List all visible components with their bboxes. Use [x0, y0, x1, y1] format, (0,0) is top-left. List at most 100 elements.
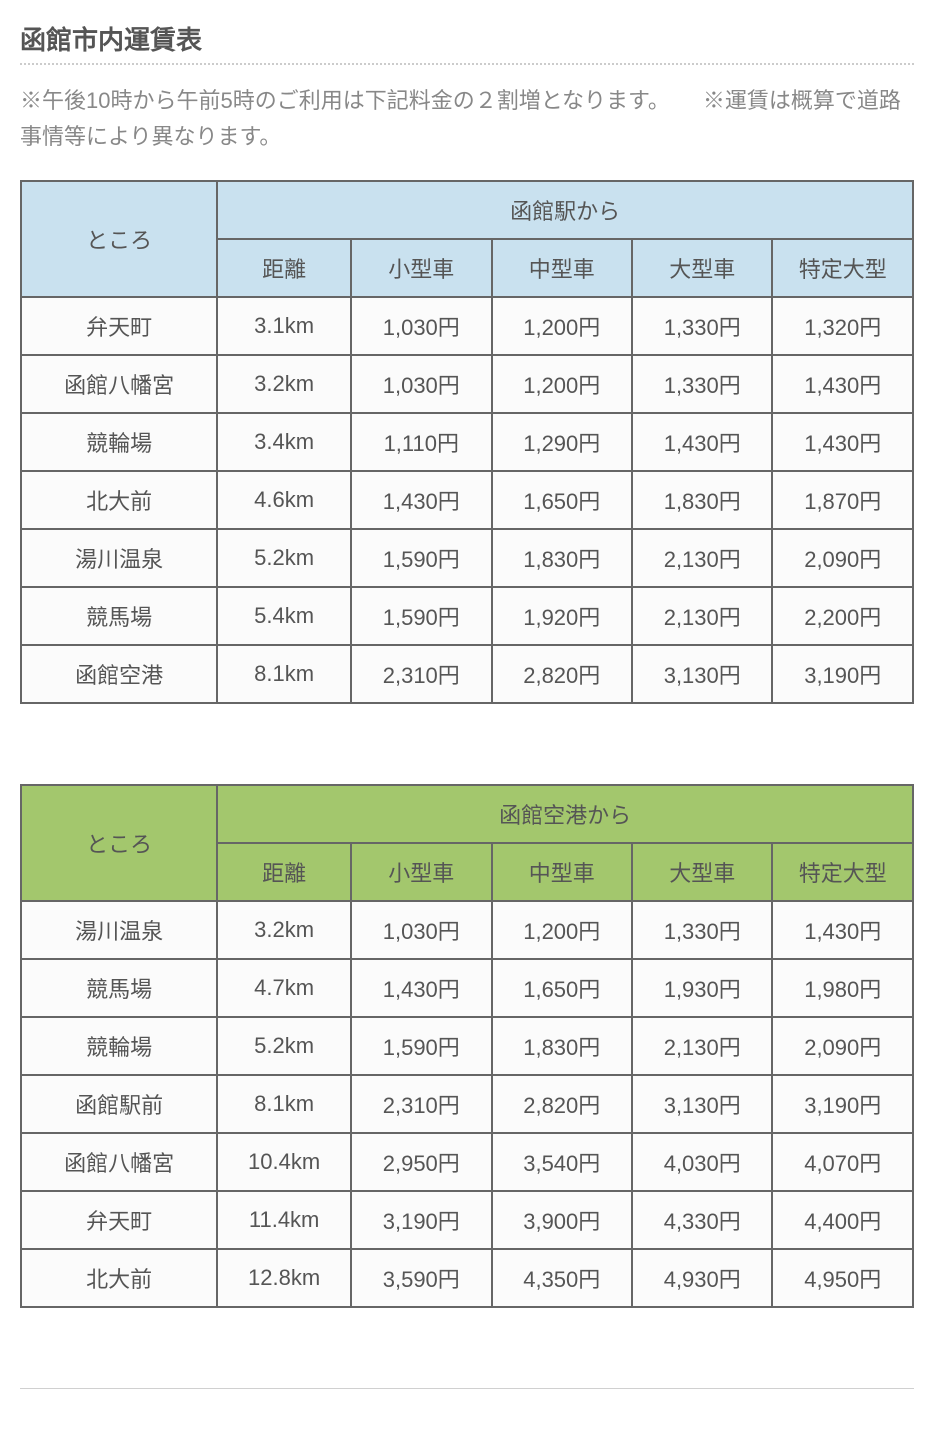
cell-distance: 3.1km [217, 297, 351, 355]
cell-distance: 11.4km [217, 1191, 351, 1249]
column-sub-header: 中型車 [492, 239, 632, 297]
cell-fare: 4,950円 [772, 1249, 913, 1307]
cell-distance: 8.1km [217, 1075, 351, 1133]
cell-fare: 1,200円 [492, 901, 632, 959]
fare-table: ところ函館空港から距離小型車中型車大型車特定大型湯川温泉3.2km1,030円1… [20, 784, 914, 1308]
cell-fare: 1,330円 [632, 297, 772, 355]
cell-place: 函館空港 [21, 645, 217, 703]
cell-distance: 3.2km [217, 901, 351, 959]
table-row: 函館八幡宮10.4km2,950円3,540円4,030円4,070円 [21, 1133, 913, 1191]
column-sub-header: 小型車 [351, 843, 491, 901]
cell-distance: 5.4km [217, 587, 351, 645]
cell-place: 競馬場 [21, 959, 217, 1017]
cell-place: 湯川温泉 [21, 529, 217, 587]
column-header-place: ところ [21, 785, 217, 901]
table-row: 函館駅前8.1km2,310円2,820円3,130円3,190円 [21, 1075, 913, 1133]
cell-distance: 12.8km [217, 1249, 351, 1307]
cell-place: 北大前 [21, 471, 217, 529]
page-title: 函館市内運賃表 [20, 20, 914, 65]
cell-fare: 2,310円 [351, 645, 491, 703]
section-divider [20, 1388, 914, 1389]
cell-fare: 1,920円 [492, 587, 632, 645]
cell-fare: 1,430円 [772, 355, 913, 413]
cell-fare: 1,830円 [632, 471, 772, 529]
cell-fare: 1,590円 [351, 1017, 491, 1075]
cell-fare: 1,200円 [492, 297, 632, 355]
table-row: 競輪場3.4km1,110円1,290円1,430円1,430円 [21, 413, 913, 471]
cell-fare: 4,350円 [492, 1249, 632, 1307]
column-sub-header: 特定大型 [772, 239, 913, 297]
cell-fare: 4,070円 [772, 1133, 913, 1191]
cell-place: 弁天町 [21, 297, 217, 355]
cell-place: 競馬場 [21, 587, 217, 645]
cell-fare: 3,590円 [351, 1249, 491, 1307]
column-header-from: 函館空港から [217, 785, 913, 843]
cell-fare: 2,820円 [492, 645, 632, 703]
cell-fare: 1,200円 [492, 355, 632, 413]
cell-fare: 1,110円 [351, 413, 491, 471]
cell-distance: 5.2km [217, 1017, 351, 1075]
cell-fare: 3,190円 [772, 645, 913, 703]
table-row: 北大前4.6km1,430円1,650円1,830円1,870円 [21, 471, 913, 529]
cell-fare: 2,310円 [351, 1075, 491, 1133]
cell-fare: 1,430円 [351, 959, 491, 1017]
cell-fare: 4,030円 [632, 1133, 772, 1191]
table-row: 湯川温泉5.2km1,590円1,830円2,130円2,090円 [21, 529, 913, 587]
table-row: 弁天町11.4km3,190円3,900円4,330円4,400円 [21, 1191, 913, 1249]
cell-fare: 4,400円 [772, 1191, 913, 1249]
cell-fare: 3,540円 [492, 1133, 632, 1191]
cell-fare: 4,330円 [632, 1191, 772, 1249]
cell-place: 湯川温泉 [21, 901, 217, 959]
surcharge-note: ※午後10時から午前5時のご利用は下記料金の２割増となります。 ※運賃は概算で道… [20, 83, 914, 156]
cell-fare: 4,930円 [632, 1249, 772, 1307]
column-sub-header: 特定大型 [772, 843, 913, 901]
cell-fare: 3,130円 [632, 645, 772, 703]
cell-fare: 2,950円 [351, 1133, 491, 1191]
column-sub-header: 中型車 [492, 843, 632, 901]
cell-distance: 5.2km [217, 529, 351, 587]
cell-fare: 1,330円 [632, 901, 772, 959]
cell-fare: 1,030円 [351, 355, 491, 413]
table-row: 函館空港8.1km2,310円2,820円3,130円3,190円 [21, 645, 913, 703]
column-sub-header: 距離 [217, 239, 351, 297]
cell-fare: 1,830円 [492, 529, 632, 587]
cell-fare: 1,330円 [632, 355, 772, 413]
cell-distance: 8.1km [217, 645, 351, 703]
cell-fare: 2,090円 [772, 1017, 913, 1075]
cell-place: 函館八幡宮 [21, 1133, 217, 1191]
table-row: 函館八幡宮3.2km1,030円1,200円1,330円1,430円 [21, 355, 913, 413]
fare-tables-container: ところ函館駅から距離小型車中型車大型車特定大型弁天町3.1km1,030円1,2… [20, 180, 914, 1308]
cell-fare: 1,590円 [351, 587, 491, 645]
cell-place: 弁天町 [21, 1191, 217, 1249]
cell-fare: 1,590円 [351, 529, 491, 587]
cell-fare: 1,430円 [351, 471, 491, 529]
table-row: 競馬場5.4km1,590円1,920円2,130円2,200円 [21, 587, 913, 645]
cell-fare: 1,930円 [632, 959, 772, 1017]
cell-place: 競輪場 [21, 1017, 217, 1075]
column-header-from: 函館駅から [217, 181, 913, 239]
cell-fare: 2,130円 [632, 529, 772, 587]
cell-fare: 1,320円 [772, 297, 913, 355]
table-row: 北大前12.8km3,590円4,350円4,930円4,950円 [21, 1249, 913, 1307]
cell-distance: 3.2km [217, 355, 351, 413]
cell-fare: 3,900円 [492, 1191, 632, 1249]
cell-fare: 2,130円 [632, 1017, 772, 1075]
cell-distance: 10.4km [217, 1133, 351, 1191]
cell-place: 競輪場 [21, 413, 217, 471]
cell-fare: 1,030円 [351, 297, 491, 355]
cell-fare: 1,430円 [772, 901, 913, 959]
cell-fare: 1,290円 [492, 413, 632, 471]
cell-fare: 1,980円 [772, 959, 913, 1017]
cell-place: 函館駅前 [21, 1075, 217, 1133]
cell-fare: 3,190円 [351, 1191, 491, 1249]
table-row: 競馬場4.7km1,430円1,650円1,930円1,980円 [21, 959, 913, 1017]
cell-fare: 3,130円 [632, 1075, 772, 1133]
cell-fare: 1,430円 [632, 413, 772, 471]
cell-fare: 1,650円 [492, 959, 632, 1017]
column-header-place: ところ [21, 181, 217, 297]
cell-fare: 2,200円 [772, 587, 913, 645]
table-row: 湯川温泉3.2km1,030円1,200円1,330円1,430円 [21, 901, 913, 959]
cell-place: 函館八幡宮 [21, 355, 217, 413]
table-row: 競輪場5.2km1,590円1,830円2,130円2,090円 [21, 1017, 913, 1075]
cell-fare: 2,090円 [772, 529, 913, 587]
